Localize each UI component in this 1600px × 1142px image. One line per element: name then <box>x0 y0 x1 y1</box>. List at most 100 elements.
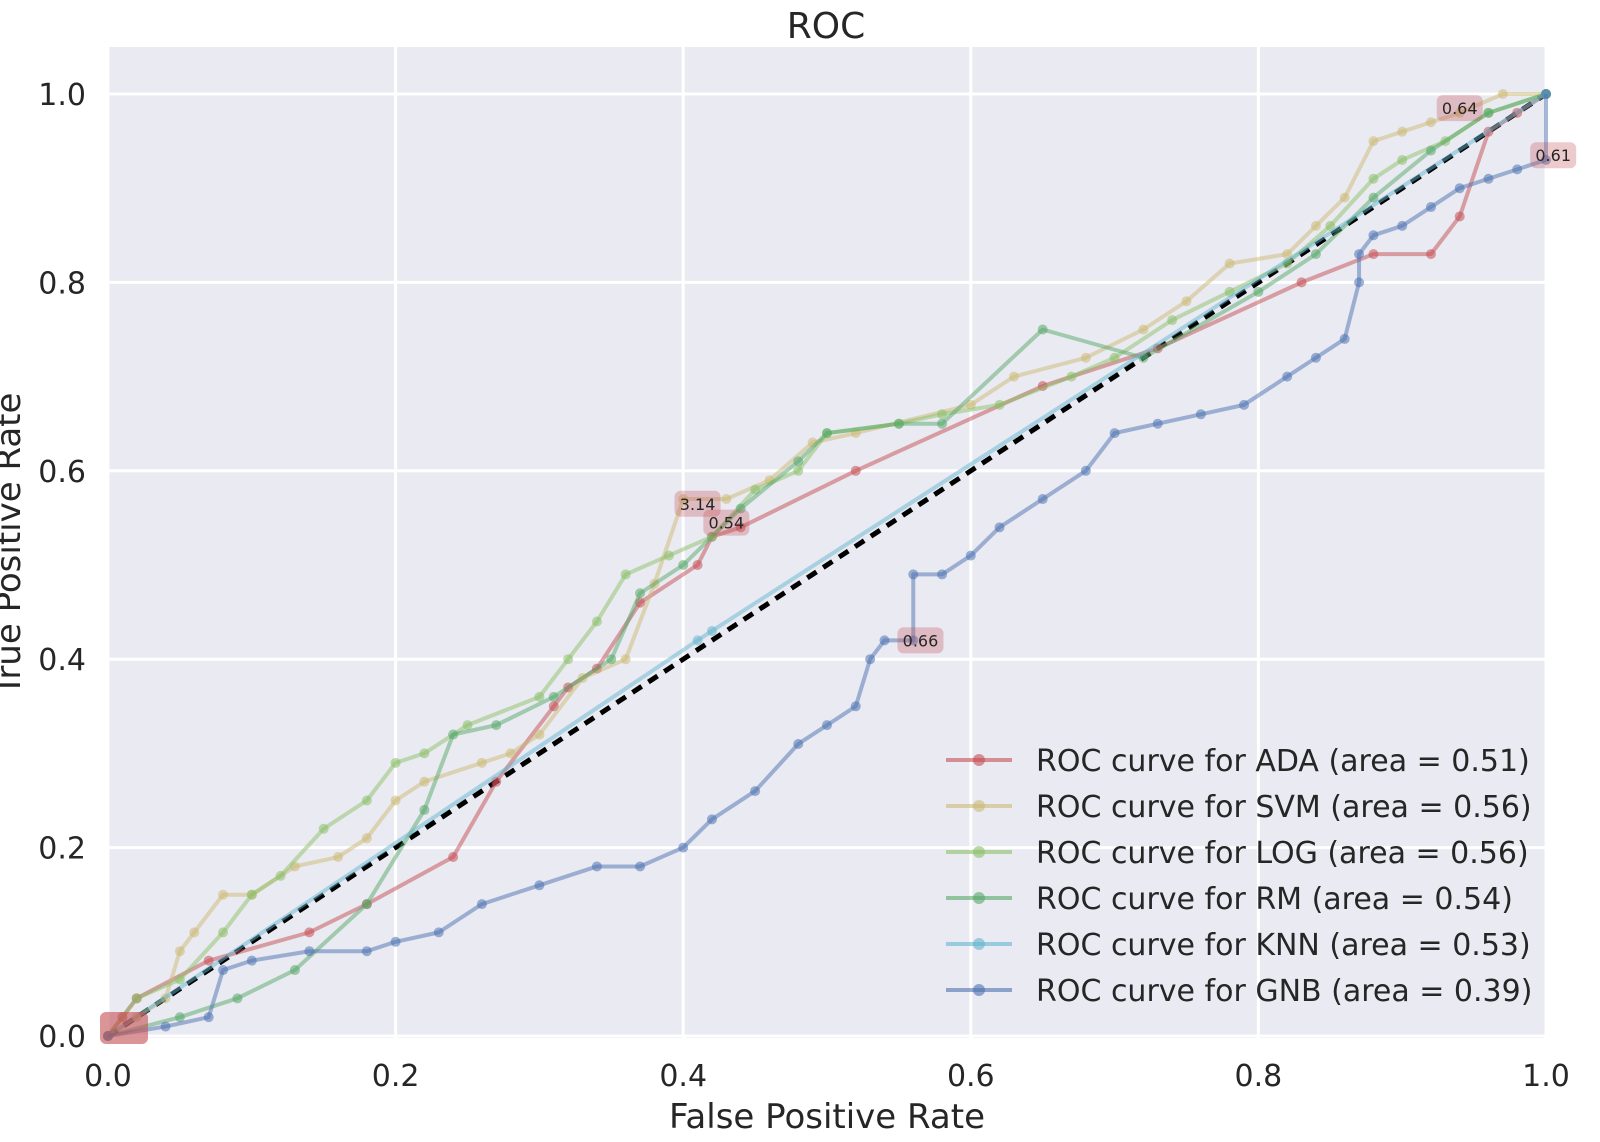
data-point <box>994 522 1005 533</box>
data-point <box>174 946 185 957</box>
data-point <box>706 814 717 825</box>
data-point <box>1368 249 1379 260</box>
data-point <box>1483 173 1494 184</box>
data-point <box>678 494 689 505</box>
y-tick-label: 0.6 <box>38 455 86 490</box>
data-point <box>1152 418 1163 429</box>
data-point <box>1425 117 1436 128</box>
data-point <box>937 409 948 420</box>
data-point <box>491 720 502 731</box>
data-point <box>419 776 430 787</box>
x-tick-label: 0.8 <box>1235 1059 1283 1094</box>
data-point <box>1310 220 1321 231</box>
data-point <box>893 418 904 429</box>
legend-item: ROC curve for LOG (area = 0.56) <box>946 836 1529 871</box>
data-point <box>1454 183 1465 194</box>
x-tick-label: 0.0 <box>84 1059 132 1094</box>
data-point <box>750 786 761 797</box>
annotation-box <box>1530 142 1577 169</box>
data-point <box>822 720 832 731</box>
data-point <box>1425 202 1436 213</box>
data-point <box>361 833 372 844</box>
data-point <box>591 616 602 627</box>
data-point <box>1397 220 1408 231</box>
data-point <box>635 588 646 599</box>
data-point <box>1454 211 1465 222</box>
x-tick-label: 1.0 <box>1522 1059 1570 1094</box>
data-point <box>1541 89 1551 99</box>
data-point <box>361 795 372 806</box>
data-point <box>174 974 185 985</box>
data-point <box>1397 154 1408 165</box>
legend-label: ROC curve for KNN (area = 0.53) <box>1036 928 1531 963</box>
data-point <box>275 870 286 881</box>
data-point <box>1109 352 1120 363</box>
legend-label: ROC curve for LOG (area = 0.56) <box>1036 836 1529 871</box>
data-point <box>1368 192 1379 203</box>
data-point <box>361 899 372 910</box>
series-5 <box>103 89 1551 1041</box>
data-point <box>735 503 746 514</box>
data-point <box>548 691 559 702</box>
y-axis-ticks: 0.0 0.2 0.4 0.6 0.8 1.0 <box>38 78 86 1055</box>
data-point <box>1037 324 1048 335</box>
data-point <box>692 560 703 570</box>
legend-item: ROC curve for ADA (area = 0.51) <box>946 744 1530 779</box>
data-point <box>1296 277 1307 288</box>
data-point <box>534 691 545 702</box>
data-point <box>390 936 401 947</box>
data-point <box>476 757 487 768</box>
data-point <box>246 889 257 900</box>
legend-marker <box>973 754 985 766</box>
data-point <box>1037 494 1048 505</box>
data-point <box>534 880 545 891</box>
data-point <box>131 993 142 1004</box>
origin-annotation-box <box>100 1012 148 1044</box>
y-tick-label: 0.4 <box>38 643 86 678</box>
annotation-label: 0.66 <box>903 631 939 650</box>
legend-item: ROC curve for GNB (area = 0.39) <box>946 974 1532 1009</box>
data-point <box>1167 315 1178 326</box>
data-point <box>692 635 703 646</box>
data-point <box>1310 249 1321 260</box>
data-point <box>1354 249 1365 260</box>
data-point <box>994 399 1005 410</box>
legend-marker <box>973 938 985 950</box>
data-point <box>390 795 401 806</box>
data-point <box>1282 249 1293 260</box>
data-point <box>1181 296 1192 307</box>
data-point <box>218 889 229 900</box>
x-tick-label: 0.2 <box>372 1059 420 1094</box>
legend-label: ROC curve for ADA (area = 0.51) <box>1036 744 1530 779</box>
data-point <box>706 625 717 636</box>
chart-title: ROC <box>787 6 866 47</box>
data-point <box>448 852 459 863</box>
data-point <box>965 550 976 561</box>
annotation-label: 3.14 <box>680 495 716 514</box>
data-point <box>850 701 861 712</box>
data-point <box>174 1012 185 1023</box>
data-point <box>390 757 401 768</box>
legend-label: ROC curve for RM (area = 0.54) <box>1036 882 1513 917</box>
data-point <box>1497 89 1508 99</box>
data-point <box>304 946 315 957</box>
data-point <box>793 465 804 476</box>
data-point <box>606 654 617 665</box>
data-point <box>1368 136 1379 147</box>
data-point <box>635 861 646 872</box>
x-tick-label: 0.6 <box>947 1059 995 1094</box>
data-point <box>419 804 430 815</box>
annotation-box <box>703 509 750 536</box>
annotation-label: 0.64 <box>1442 99 1478 118</box>
data-point <box>361 946 372 957</box>
data-point <box>1138 324 1149 335</box>
data-point <box>1239 399 1250 410</box>
y-tick-label: 0.2 <box>38 832 86 867</box>
data-point <box>1483 107 1494 118</box>
legend-marker <box>973 846 985 858</box>
data-point <box>1397 126 1408 137</box>
legend-marker <box>973 800 985 812</box>
series-group <box>103 89 1551 1041</box>
data-point <box>1253 286 1264 297</box>
